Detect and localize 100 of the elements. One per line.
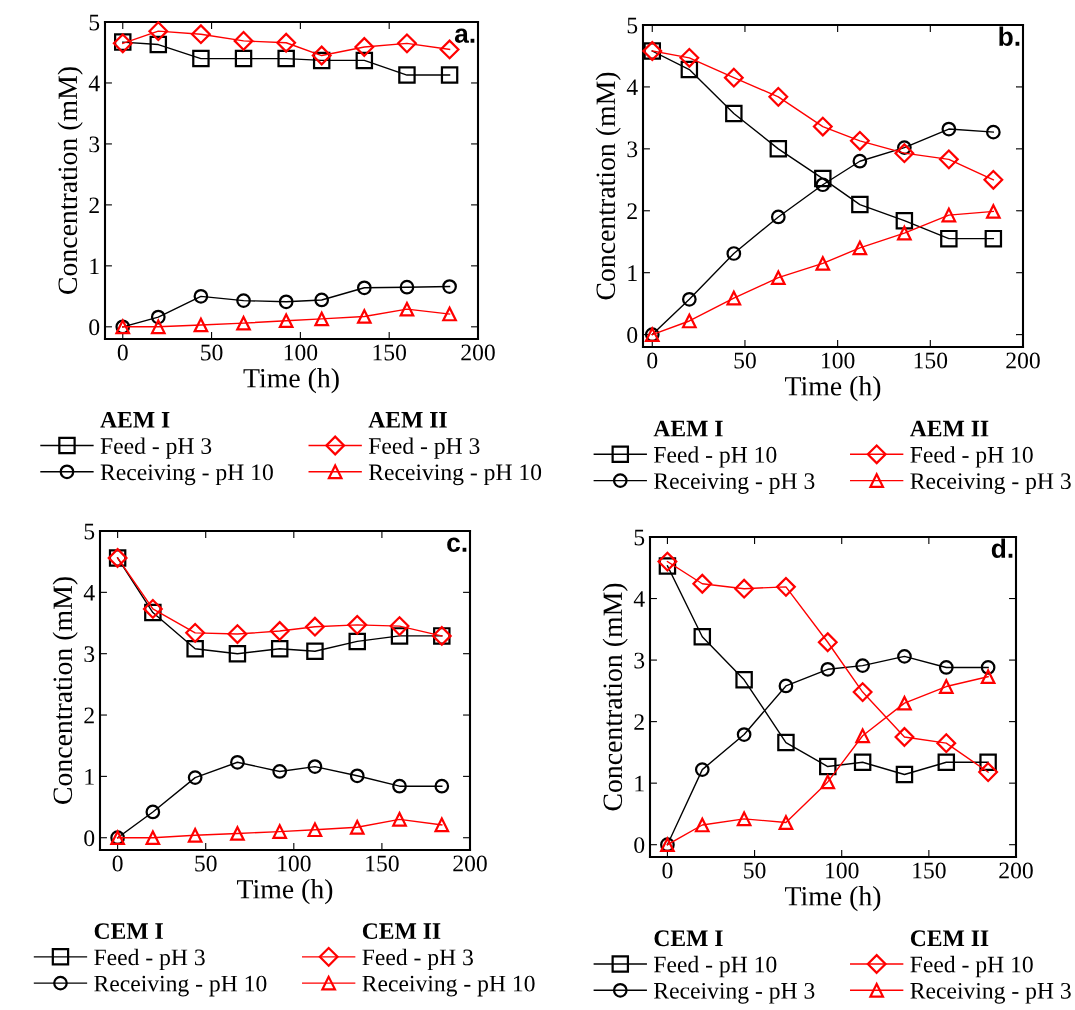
x-tick-label: 150 (366, 855, 399, 872)
y-axis-title: Concentration (mM) (602, 583, 628, 811)
point (356, 309, 372, 324)
point (694, 762, 710, 777)
annotation: a. (454, 28, 475, 43)
point (985, 124, 1001, 140)
legend-label: Receiving - pH 10 (100, 464, 273, 486)
point (983, 169, 1004, 190)
point (768, 86, 789, 107)
point (434, 778, 450, 794)
point (272, 764, 288, 779)
point (693, 627, 712, 646)
point (356, 280, 372, 296)
point (938, 679, 954, 694)
point (855, 728, 870, 744)
point (851, 195, 869, 214)
point (814, 169, 832, 188)
point (187, 827, 203, 843)
point (941, 121, 957, 137)
x-axis-title: Time (h) (785, 886, 881, 912)
point (894, 143, 915, 164)
point (269, 621, 290, 641)
point (236, 293, 251, 308)
text: CEM II (910, 930, 989, 947)
legend-label: Feed - pH 3 (94, 948, 205, 971)
y-axis-title: Concentration (mM) (57, 67, 83, 294)
point (735, 671, 753, 689)
y-tick-label: 4 (88, 75, 100, 92)
point (272, 824, 288, 839)
y-tick-label: 3 (84, 646, 95, 663)
legend-label: Receiving - pH 10 (362, 975, 535, 997)
point (895, 211, 914, 230)
x-tick-label: 200 (453, 855, 487, 872)
y-tick-label: 3 (89, 136, 100, 153)
point (276, 32, 297, 53)
point (144, 603, 162, 622)
x-tick-label: 100 (826, 862, 859, 879)
text: AEM I (653, 420, 723, 437)
point (853, 753, 872, 771)
text: AEM II (368, 411, 447, 428)
point (936, 733, 957, 754)
x-tick-label: 0 (647, 352, 658, 369)
annotation: b. (999, 26, 1020, 46)
point (270, 640, 289, 658)
x-tick-label: 100 (278, 855, 311, 872)
annotation: c. (447, 537, 467, 552)
point (679, 47, 700, 68)
y-tick-label: 2 (84, 707, 94, 724)
legend-label: Feed - pH 10 (654, 955, 777, 978)
point (150, 319, 166, 335)
point (941, 207, 957, 223)
point (347, 614, 368, 635)
point (392, 778, 407, 794)
point (190, 24, 211, 45)
y-tick-label: 0 (627, 327, 638, 344)
point (230, 826, 245, 841)
y-axis-title: Concentration (mM) (52, 577, 78, 804)
point (775, 576, 796, 597)
point (897, 695, 912, 711)
point (149, 35, 168, 54)
point (142, 598, 163, 619)
point (150, 309, 166, 325)
y-tick-label: 5 (89, 14, 100, 31)
legend-label: Receiving - pH 3 (910, 473, 1071, 494)
point (778, 815, 794, 830)
point (979, 753, 997, 771)
y-tick-label: 4 (633, 591, 645, 607)
point (148, 21, 169, 42)
point (940, 229, 958, 248)
point (937, 753, 956, 771)
point (658, 557, 677, 575)
point (770, 209, 786, 225)
point (349, 819, 365, 835)
point (311, 45, 332, 66)
point (736, 811, 752, 827)
legend-label: Feed - pH 10 (654, 446, 777, 468)
point (723, 67, 744, 88)
point (399, 301, 415, 317)
legend-label: Receiving - pH 3 (654, 982, 815, 1004)
point (442, 279, 457, 294)
point (234, 49, 253, 68)
point (314, 292, 330, 308)
y-tick-label: 4 (626, 79, 638, 96)
point (770, 270, 786, 286)
y-tick-label: 2 (89, 197, 99, 214)
point (984, 229, 1003, 248)
y-tick-label: 5 (634, 529, 645, 546)
point (312, 51, 331, 70)
point (852, 153, 868, 169)
y-axis-title: Concentration (mM) (595, 72, 621, 300)
x-tick-label: 0 (117, 344, 128, 361)
y-tick-label: 2 (634, 714, 644, 730)
point (694, 817, 710, 833)
annotation: d. (991, 538, 1013, 558)
point (820, 661, 836, 677)
point (397, 33, 417, 54)
x-tick-label: 100 (284, 344, 318, 361)
point (349, 768, 365, 784)
x-tick-label: 200 (1006, 352, 1040, 369)
y-tick-label: 1 (628, 265, 637, 281)
